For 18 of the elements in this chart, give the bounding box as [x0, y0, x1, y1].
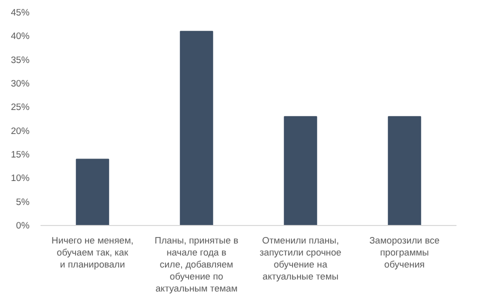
y-tick-label: 15% — [10, 150, 30, 160]
y-tick-label: 30% — [10, 78, 30, 88]
x-tick-label: Заморозили все программы обучения — [369, 236, 440, 270]
x-tick-label: Планы, принятые в начале года в силе, добавляем обучение по актуальным темам — [154, 236, 238, 294]
x-tick-label: Ничего не меняем, обучаем так, как и планировали — [52, 236, 134, 270]
y-tick-label: 0% — [16, 220, 30, 230]
x-tick-label: Отменили планы, запустили срочное обучение на актуальные темы — [260, 236, 342, 282]
bar — [284, 116, 318, 226]
y-tick-label: 45% — [10, 8, 30, 18]
y-tick-label: 20% — [10, 126, 30, 136]
y-tick-label: 35% — [10, 54, 30, 65]
y-tick-label: 25% — [10, 102, 30, 112]
bar — [180, 30, 214, 226]
y-tick-label: 40% — [10, 31, 30, 42]
bar — [76, 158, 110, 226]
y-tick-label: 5% — [16, 196, 30, 207]
y-tick-label: 10% — [10, 173, 30, 184]
bar — [388, 116, 422, 226]
